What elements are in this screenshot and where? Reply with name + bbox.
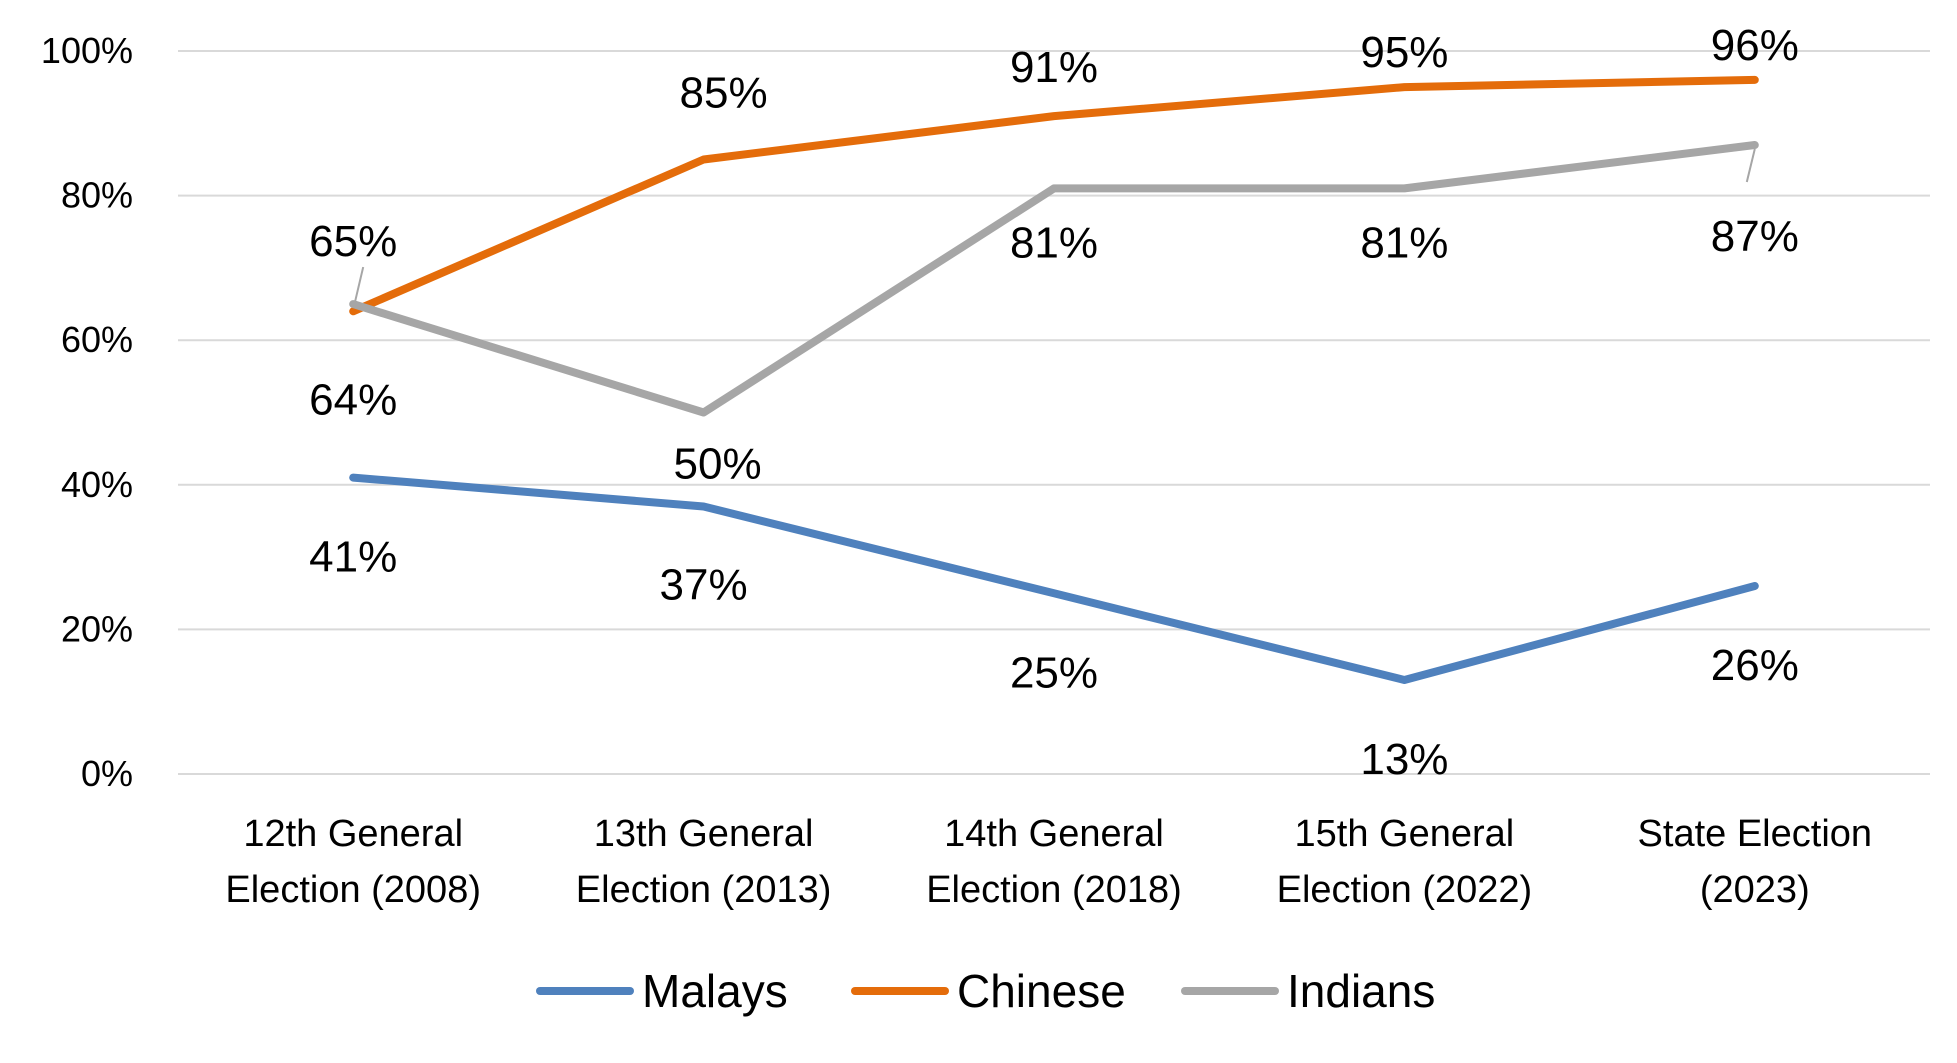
y-tick-label: 80% <box>61 175 133 216</box>
x-axis-category-labels: 12th General Election (2008) 13th General E… <box>225 813 1872 911</box>
series-line-malays <box>349 473 1759 684</box>
x-category-label: Election (2013) <box>576 869 832 911</box>
x-category-label: 14th General <box>944 813 1164 855</box>
y-tick-label: 20% <box>61 608 133 649</box>
data-label-malays: 26% <box>1711 641 1799 690</box>
data-label-indians: 87% <box>1711 212 1799 261</box>
y-axis-tick-labels: 0% 20% 40% 60% 80% 100% <box>41 30 133 794</box>
y-tick-label: 100% <box>41 30 133 71</box>
series-lines <box>349 75 1759 684</box>
x-category-label: (2023) <box>1700 869 1810 911</box>
y-tick-label: 0% <box>81 753 133 794</box>
series-line-chinese <box>349 75 1759 316</box>
data-label-chinese: 64% <box>309 375 397 424</box>
data-label-indians: 81% <box>1010 218 1098 267</box>
data-label-indians: 81% <box>1360 218 1448 267</box>
data-label-indians: 65% <box>309 217 397 266</box>
data-label-malays: 41% <box>309 533 397 582</box>
label-leader-line <box>1745 148 1756 183</box>
legend: Malays Chinese Indians <box>536 965 1435 1017</box>
data-label-malays: 13% <box>1360 735 1448 784</box>
series-line-indians <box>349 141 1759 417</box>
data-labels: 41% 37% 25% 13% 26% 64% 85% 91% 95% 96% 65% 50% 81% 8… <box>309 21 1799 784</box>
data-label-chinese: 91% <box>1010 43 1098 92</box>
label-leader-line <box>354 266 365 302</box>
x-category-label: Election (2018) <box>926 869 1182 911</box>
data-label-chinese: 85% <box>680 68 768 117</box>
x-category-label: Election (2022) <box>1277 869 1533 911</box>
legend-label-chinese: Chinese <box>957 965 1126 1017</box>
legend-label-indians: Indians <box>1287 965 1435 1017</box>
x-category-label: 15th General <box>1295 813 1515 855</box>
x-category-label: State Election <box>1638 813 1872 855</box>
x-category-label: 12th General <box>243 813 463 855</box>
data-label-chinese: 96% <box>1711 21 1799 70</box>
data-label-malays: 37% <box>660 560 748 609</box>
data-label-malays: 25% <box>1010 648 1098 697</box>
y-tick-label: 40% <box>61 464 133 505</box>
legend-label-malays: Malays <box>642 965 788 1017</box>
y-tick-label: 60% <box>61 319 133 360</box>
label-leader-lines <box>354 148 1756 302</box>
x-category-label: 13th General <box>594 813 814 855</box>
data-label-indians: 50% <box>674 440 762 489</box>
data-label-chinese: 95% <box>1360 28 1448 77</box>
x-category-label: Election (2008) <box>225 869 481 911</box>
